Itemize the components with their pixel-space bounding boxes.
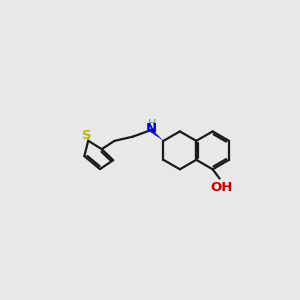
Text: H: H — [148, 119, 156, 129]
Text: OH: OH — [210, 181, 232, 194]
Text: N: N — [146, 122, 157, 135]
Text: S: S — [82, 129, 92, 142]
